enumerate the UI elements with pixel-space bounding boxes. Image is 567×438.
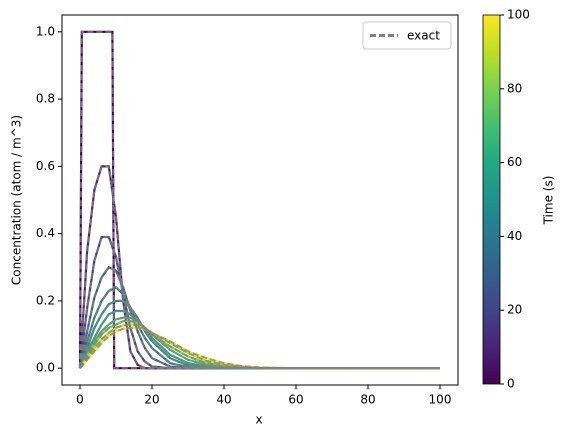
y-tick-label: 0.2	[36, 293, 55, 307]
line	[79, 323, 440, 370]
exact-line	[79, 286, 440, 370]
legend-box	[362, 21, 452, 50]
y-tick-label: 0.0	[36, 361, 55, 375]
exact-line	[79, 310, 440, 370]
colorbar-tick-label: 100	[507, 8, 530, 22]
colorbar-tick-label: 0	[507, 377, 515, 391]
exact-line	[79, 326, 440, 370]
exact-line	[79, 236, 440, 370]
plot-frame	[61, 14, 459, 386]
y-tick-label: 0.6	[36, 159, 55, 173]
exact-line	[79, 320, 440, 370]
colorbar-tick-label: 80	[507, 81, 522, 95]
y-tick-label: 1.0	[36, 24, 55, 38]
y-tick-label: 0.4	[36, 226, 55, 240]
colorbar-tick-label: 40	[507, 229, 522, 243]
colorbar-label: Time (s)	[542, 176, 556, 226]
colorbar	[482, 14, 501, 385]
colorbar-tick-label: 20	[507, 303, 522, 317]
x-tick-label: 100	[429, 393, 452, 407]
y-axis-label: Concentration (atom / m^3)	[10, 115, 24, 285]
x-tick-label: 20	[144, 393, 159, 407]
line	[79, 326, 440, 370]
x-tick-label: 60	[288, 393, 303, 407]
x-tick-label: 0	[76, 393, 84, 407]
y-tick-label: 0.8	[36, 92, 55, 106]
exact-line	[79, 323, 440, 370]
exact-line	[79, 299, 440, 370]
line	[78, 235, 440, 370]
x-axis-label: x	[255, 413, 262, 427]
x-tick-label: 80	[360, 393, 375, 407]
x-tick-label: 40	[216, 393, 231, 407]
legend-label: exact	[407, 29, 440, 43]
plot-area	[78, 30, 440, 370]
colorbar-tick-label: 60	[507, 155, 522, 169]
